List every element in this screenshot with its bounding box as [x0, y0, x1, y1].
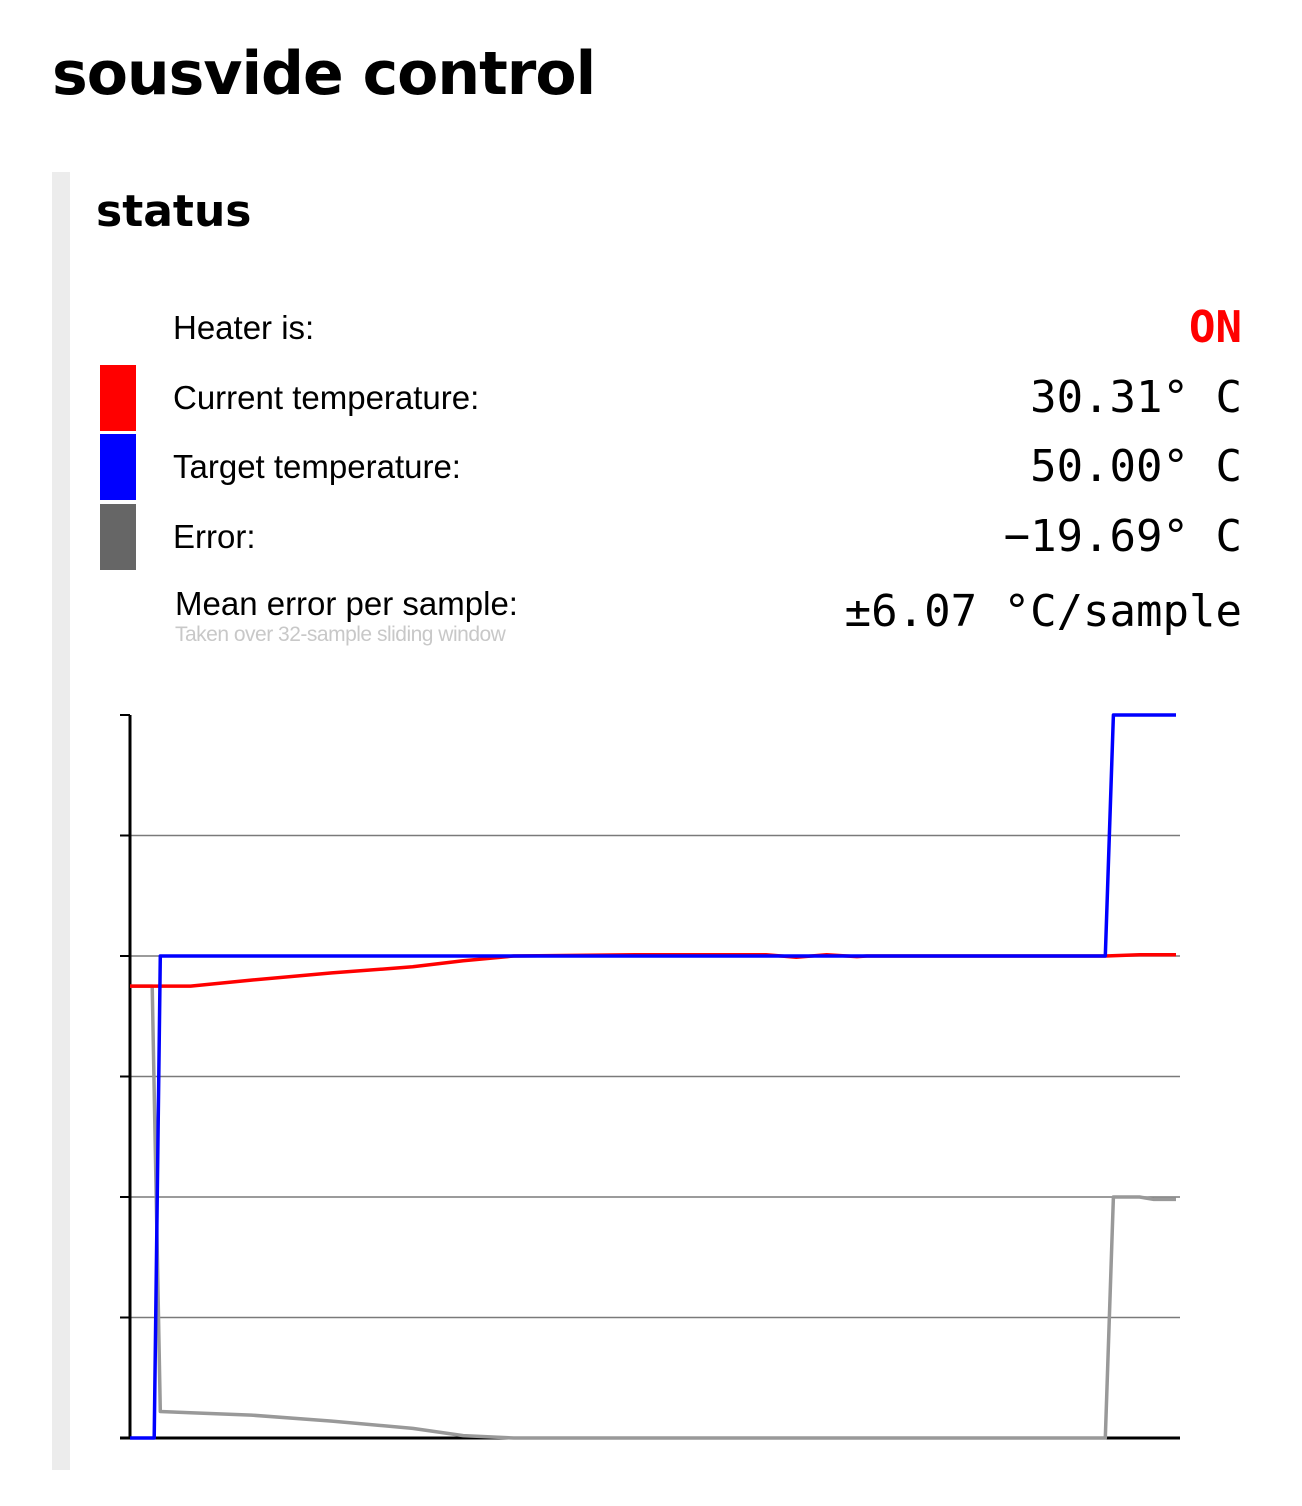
error-row: Error: −19.69° C: [70, 504, 1242, 570]
mean-error-row: Mean error per sample: Taken over 32-sam…: [70, 582, 1242, 662]
heater-row: Heater is: ON: [70, 295, 1242, 361]
heater-label: Heater is:: [173, 309, 315, 346]
current-temperature-value: 30.31° C: [1030, 372, 1242, 423]
error-line: [130, 984, 1176, 1440]
status-panel: status Heater is: ON Current temperature…: [52, 172, 1282, 1470]
status-heading: status: [96, 186, 252, 237]
mean-error-label: Mean error per sample:: [175, 585, 518, 622]
current-temperature-row: Current temperature: 30.31° C: [70, 365, 1242, 431]
error-label: Error:: [173, 518, 256, 555]
heater-state: ON: [1189, 302, 1242, 353]
mean-error-note: Taken over 32-sample sliding window: [175, 623, 506, 646]
current-temperature-line: [130, 953, 1176, 988]
target-temperature-swatch: [100, 434, 136, 500]
current-temperature-label: Current temperature:: [173, 379, 480, 416]
mean-error-value: ±6.07 °C/sample: [844, 586, 1242, 637]
error-swatch: [100, 504, 136, 570]
temperature-chart: [120, 713, 1180, 1440]
error-value: −19.69° C: [1003, 511, 1242, 562]
target-temperature-value: 50.00° C: [1030, 441, 1242, 492]
target-temperature-label: Target temperature:: [173, 448, 461, 485]
chart-series: [130, 713, 1176, 1440]
current-temperature-swatch: [100, 365, 136, 431]
chart-grid: [130, 834, 1180, 1319]
page-title: sousvide control: [52, 39, 596, 109]
target-temperature-line: [130, 713, 1176, 1440]
target-temperature-row: Target temperature: 50.00° C: [70, 434, 1242, 500]
